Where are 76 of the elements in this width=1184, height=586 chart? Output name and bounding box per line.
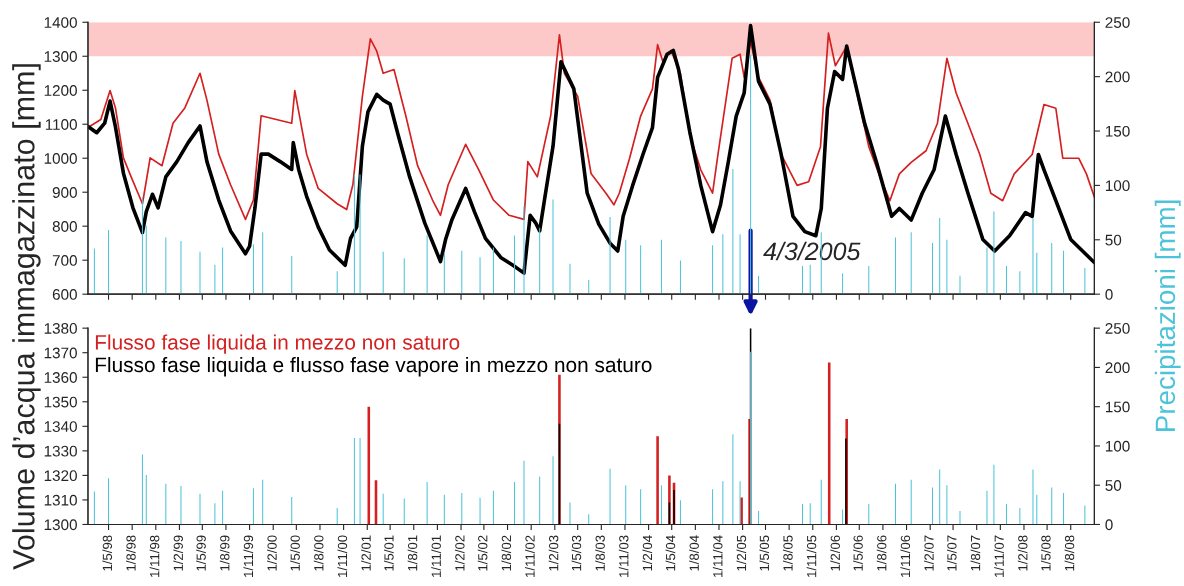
x-tick-label: 1/8/08 (1064, 535, 1075, 571)
x-tick-label: 1/2/03 (548, 535, 559, 571)
x-tick-label: 1/5/04 (665, 535, 676, 571)
y-tick-label: 1370 (44, 347, 77, 359)
y-tick-label: 1380 (44, 323, 77, 334)
x-tick-label: 1/5/00 (290, 535, 300, 571)
x-tick-label: 1/11/02 (525, 535, 535, 577)
x-tick-label: 1/2/99 (173, 535, 183, 571)
x-tick-label: 1/2/04 (642, 535, 653, 571)
x-tick-label: 1/8/06 (876, 535, 887, 571)
y2-tick-label: 50 (1105, 234, 1122, 246)
x-tick-label: 1/2/02 (454, 535, 465, 571)
y2-tick-label: 100 (1105, 180, 1130, 192)
x-tick-label: 1/11/98 (149, 535, 160, 577)
x-tick-label: 1/8/99 (219, 535, 230, 571)
y-tick-label: 1200 (44, 85, 77, 96)
x-tick-label: 1/8/02 (501, 535, 512, 571)
y-tick-label: 1300 (44, 51, 77, 62)
x-tick-label: 1/11/00 (337, 535, 348, 577)
x-tick-label: 1/8/01 (407, 535, 418, 571)
x-tick-label: 1/8/03 (595, 535, 605, 571)
y2-tick-label: 0 (1105, 519, 1113, 531)
x-tick-label: 1/2/08 (1017, 535, 1028, 571)
y2-tick-label: 0 (1105, 289, 1113, 300)
x-tick-label: 1/11/05 (806, 535, 817, 577)
y-tick-label: 1300 (44, 519, 77, 531)
y-tick-label: 700 (52, 255, 77, 266)
y2-axis-title: Precipitazioni [mm] (1154, 200, 1181, 431)
y-tick-label: 1100 (45, 119, 77, 130)
y2-tick-label: 200 (1105, 362, 1130, 374)
x-tick-label: 1/5/99 (196, 535, 206, 571)
x-tick-label: 1/5/08 (1040, 535, 1051, 571)
y-tick-label: 1000 (44, 153, 77, 164)
x-tick-label: 1/11/03 (618, 535, 629, 577)
x-tick-label: 1/11/06 (900, 535, 911, 577)
x-tick-label: 1/5/07 (946, 535, 957, 571)
x-tick-label: 1/11/04 (712, 535, 723, 577)
y-tick-label: 1330 (44, 445, 77, 457)
x-tick-label: 1/5/05 (759, 535, 770, 571)
x-tick-label: 1/11/99 (243, 535, 254, 577)
y2-tick-label: 250 (1105, 323, 1130, 334)
x-tick-label: 1/8/07 (970, 535, 981, 571)
y-tick-label: 800 (52, 221, 77, 232)
y-tick-label: 1310 (44, 494, 77, 506)
text: Flusso fase liquida e flusso fase vapore in mezzo non saturo (95, 356, 652, 377)
y-tick-label: 1400 (44, 17, 77, 28)
x-tick-label: 1/2/07 (924, 535, 934, 571)
x-tick-label: 1/11/07 (994, 535, 1004, 577)
y-tick-label: 600 (52, 289, 77, 300)
x-tick-label: 1/2/01 (361, 535, 371, 571)
y-tick-label: 1350 (44, 396, 77, 408)
x-tick-label: 1/5/01 (383, 535, 394, 571)
x-tick-label: 1/8/05 (782, 535, 793, 571)
y-tick-label: 1340 (44, 421, 77, 432)
x-tick-label: 1/8/00 (313, 535, 324, 571)
x-tick-label: 1/5/06 (853, 535, 863, 571)
x-tick-label: 1/11/01 (431, 535, 441, 577)
x-tick-label: 1/2/00 (267, 535, 277, 571)
x-tick-label: 1/5/02 (477, 535, 488, 571)
y2-tick-label: 100 (1105, 440, 1130, 452)
y-tick-label: 1320 (44, 470, 77, 482)
x-tick-label: 1/8/98 (126, 535, 136, 571)
y2-tick-label: 250 (1105, 17, 1130, 28)
y2-tick-label: 50 (1105, 480, 1122, 491)
y-tick-label: 900 (52, 187, 77, 198)
x-tick-label: 1/5/98 (102, 535, 113, 571)
x-tick-label: 1/5/03 (571, 535, 582, 571)
x-tick-label: 1/2/06 (830, 535, 840, 571)
y-axis-title: Volume d’acqua immagazzinato [mm] (12, 64, 41, 570)
text: Flusso fase liquida in mezzo non saturo (95, 334, 460, 354)
y2-tick-label: 150 (1105, 125, 1130, 137)
x-tick-label: 1/8/04 (689, 535, 699, 571)
y2-tick-label: 200 (1105, 71, 1130, 83)
y-tick-label: 1360 (44, 372, 77, 383)
y2-tick-label: 150 (1105, 401, 1130, 413)
x-tick-label: 1/2/05 (736, 535, 747, 571)
